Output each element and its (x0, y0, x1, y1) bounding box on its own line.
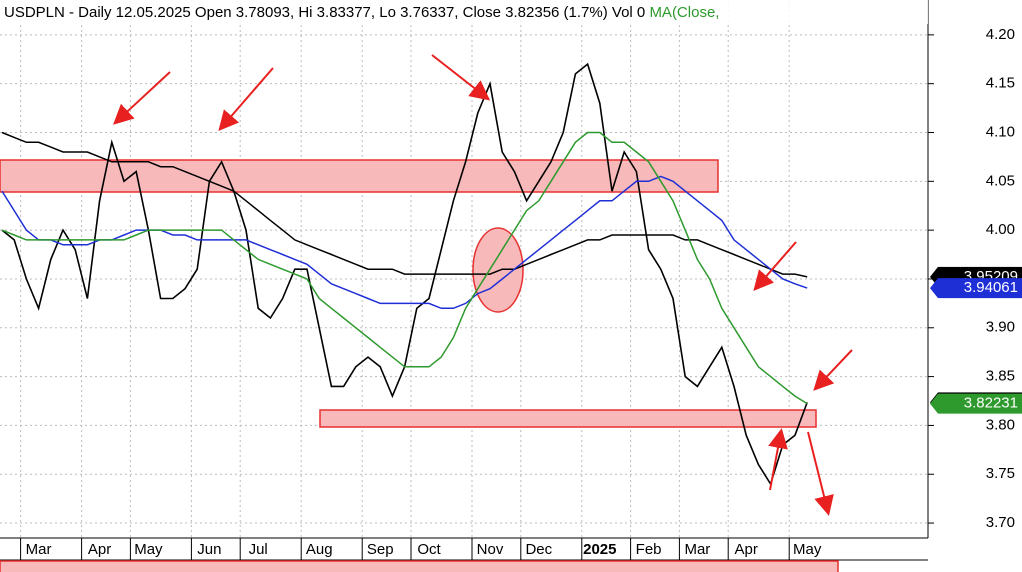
axes: 3.703.753.803.853.903.954.004.054.104.15… (20, 26, 1022, 560)
arrow (431, 54, 491, 101)
x-tick-label: Nov (477, 541, 504, 558)
title-text: USDPLN - Daily 12.05.2025 Open 3.78093, … (4, 4, 645, 21)
x-tick-label: Feb (636, 541, 662, 558)
ma-line (1, 131, 808, 405)
x-tick-label: Oct (417, 541, 441, 558)
x-tick-label: Jun (197, 541, 221, 558)
y-tick-label: 3.70 (986, 514, 1015, 531)
price-tag (938, 278, 1022, 299)
arrow (807, 431, 834, 516)
price-tag (938, 393, 1022, 414)
y-tick-label: 4.10 (986, 123, 1015, 140)
arrow (813, 349, 853, 391)
x-tick-label: Dec (525, 541, 552, 558)
x-tick-label: 2025 (583, 541, 616, 558)
crossover-highlight (472, 227, 524, 313)
price-tag-label: 3.94061 (964, 279, 1018, 296)
price-tag-pointer (930, 278, 938, 299)
x-tick-label: Apr (88, 541, 111, 558)
ma-line (1, 131, 808, 278)
y-tick-label: 4.05 (986, 172, 1015, 189)
y-tick-label: 3.80 (986, 416, 1015, 433)
y-tick-label: 3.85 (986, 368, 1015, 385)
y-tick-label: 3.75 (986, 465, 1015, 482)
y-tick-label: 4.15 (986, 75, 1015, 92)
support-zone (319, 409, 817, 428)
x-tick-label: Sep (367, 541, 394, 558)
y-tick-label: 3.90 (986, 319, 1015, 336)
ma-line (1, 175, 808, 310)
y-tick-label: 4.20 (986, 26, 1015, 43)
header-bg (0, 0, 928, 24)
bottom-zone (0, 560, 839, 572)
price-tag-label: 3.82231 (964, 395, 1018, 412)
x-tick-label: May (793, 541, 822, 558)
lines (1, 62, 808, 486)
x-tick-label: Jul (249, 541, 268, 558)
arrow (218, 67, 274, 132)
x-tick-label: Mar (26, 541, 52, 558)
price-tag-pointer (930, 393, 938, 414)
title-ma: MA(Close, (649, 4, 719, 21)
arrow (768, 428, 788, 491)
chart-title: USDPLN - Daily 12.05.2025 Open 3.78093, … (4, 4, 719, 21)
x-tick-label: May (134, 541, 163, 558)
arrow (113, 71, 171, 125)
y-tick-label: 4.00 (986, 221, 1015, 238)
arrows (113, 54, 853, 516)
x-tick-label: Aug (306, 541, 333, 558)
x-tick-label: Mar (684, 541, 710, 558)
x-tick-label: Apr (735, 541, 758, 558)
arrow (753, 241, 797, 292)
